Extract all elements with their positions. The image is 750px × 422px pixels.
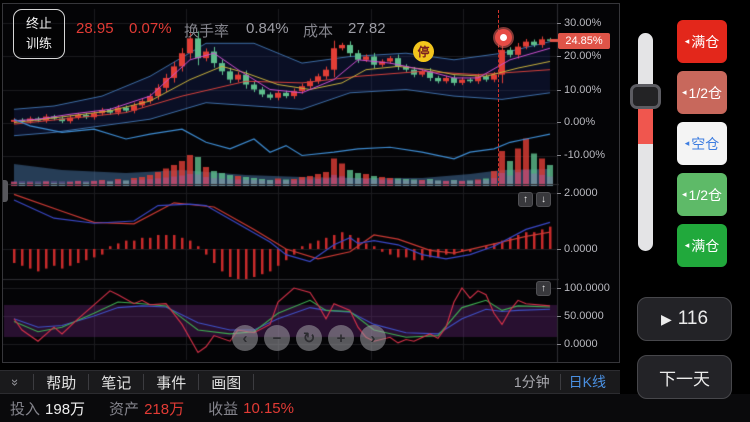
toolbar-divider bbox=[88, 374, 90, 390]
toolbar-divider bbox=[253, 374, 255, 390]
invest-value: 198万 bbox=[45, 400, 86, 418]
panel-resize-handle[interactable] bbox=[3, 180, 8, 202]
axis-label-kdj-50: 50.0000 bbox=[557, 309, 619, 323]
interval-selector[interactable]: 1分钟 bbox=[513, 374, 550, 390]
turnover-label: 换手率 bbox=[184, 23, 230, 40]
chevron-right-icon: › bbox=[370, 329, 376, 347]
axis-label-kdj-0: 0.0000 bbox=[557, 337, 619, 351]
macd-panel-down-button[interactable]: ↓ bbox=[536, 192, 551, 207]
kline-canvas[interactable] bbox=[3, 4, 559, 362]
account-status-bar: 投入 198万 资产 218万 收益 10.15% bbox=[0, 394, 750, 422]
left-triangle-icon: ◂ bbox=[682, 189, 687, 199]
left-triangle-icon: ◂ bbox=[682, 87, 687, 97]
stop-training-button[interactable]: 终止 训练 bbox=[13, 9, 65, 59]
axis-label-macd-0: 0.0000 bbox=[557, 242, 619, 256]
full-position-sell-button[interactable]: ◂ 满仓 bbox=[677, 224, 727, 267]
up-arrow-icon: ↑ bbox=[523, 194, 528, 205]
stop-training-line1: 终止 bbox=[25, 15, 52, 31]
event-day-line bbox=[498, 10, 499, 186]
reset-view-button[interactable]: ↻ bbox=[296, 325, 322, 351]
position-slider-thumb[interactable] bbox=[630, 84, 661, 109]
axis-label-macd-2: 2.0000 bbox=[557, 186, 619, 200]
menu-help[interactable]: 帮助 bbox=[46, 374, 77, 392]
pan-left-button[interactable]: ‹ bbox=[232, 325, 258, 351]
axis-label-main-0: 0.00% bbox=[557, 115, 619, 129]
menu-events[interactable]: 事件 bbox=[156, 374, 187, 392]
play-count: 116 bbox=[677, 308, 709, 329]
down-arrow-icon: ↓ bbox=[541, 194, 546, 205]
next-day-button[interactable]: 下一天 bbox=[637, 355, 732, 399]
double-chevron-down-icon: » bbox=[8, 378, 24, 386]
half-position-buy-button[interactable]: ◂ 1/2仓 bbox=[677, 71, 727, 114]
left-triangle-icon: ◂ bbox=[684, 240, 690, 250]
menu-draw[interactable]: 画图 bbox=[211, 374, 242, 392]
play-button[interactable]: ▶ 116 bbox=[637, 297, 732, 341]
chevron-left-icon: ‹ bbox=[242, 329, 248, 347]
collapse-toolbar-button[interactable]: » bbox=[8, 375, 23, 390]
turnover-value: 0.84% bbox=[246, 20, 289, 37]
position-slider-fill bbox=[638, 106, 653, 144]
empty-position-button[interactable]: ◂ 空仓 bbox=[677, 122, 727, 165]
plus-icon: + bbox=[336, 329, 346, 347]
up-arrow-icon: ↑ bbox=[541, 283, 546, 294]
profit-value: 10.15% bbox=[243, 399, 294, 417]
toolbar-divider bbox=[143, 374, 145, 390]
axis-label-main-30: 30.00% bbox=[557, 16, 619, 30]
toolbar-divider bbox=[559, 374, 561, 390]
minus-icon: − bbox=[272, 329, 282, 347]
chart-type-selector[interactable]: 日K线 bbox=[568, 374, 606, 390]
stop-training-line2: 训练 bbox=[25, 36, 52, 51]
asset-label: 资产 bbox=[109, 400, 140, 418]
asset-value: 218万 bbox=[144, 400, 185, 418]
current-price-tag: 24.85% bbox=[558, 33, 610, 49]
pan-right-button[interactable]: › bbox=[360, 325, 386, 351]
cost-value: 27.82 bbox=[348, 20, 386, 37]
zoom-in-button[interactable]: + bbox=[328, 325, 354, 351]
macd-panel-up-button[interactable]: ↑ bbox=[518, 192, 533, 207]
toolbar-divider bbox=[33, 374, 35, 390]
play-icon: ▶ bbox=[660, 310, 672, 327]
toolbar-divider bbox=[198, 374, 200, 390]
marker-dot-icon bbox=[500, 34, 507, 41]
axis-label-main-20: 20.00% bbox=[557, 49, 619, 63]
invest-label: 投入 bbox=[10, 400, 41, 418]
cost-label: 成本 bbox=[303, 23, 334, 40]
left-triangle-icon: ◂ bbox=[684, 138, 690, 148]
change-percent: 0.07% bbox=[129, 20, 172, 37]
suspension-badge: 停 bbox=[413, 41, 434, 62]
current-day-marker bbox=[495, 29, 512, 46]
full-position-buy-button[interactable]: ◂ 满仓 bbox=[677, 20, 727, 63]
axis-label-kdj-100: 100.0000 bbox=[557, 281, 619, 295]
half-position-sell-button[interactable]: ◂ 1/2仓 bbox=[677, 173, 727, 216]
axis-label-main-neg10: -10.00% bbox=[557, 148, 619, 162]
position-slider-track[interactable] bbox=[638, 33, 653, 251]
left-triangle-icon: ◂ bbox=[684, 36, 690, 46]
last-price: 28.95 bbox=[76, 20, 114, 37]
refresh-icon: ↻ bbox=[302, 330, 316, 347]
chart-region: 停 终止 训练 28.95 0.07% 换手率 0.84% 成本 27.82 3… bbox=[2, 3, 620, 363]
menu-notes[interactable]: 笔记 bbox=[101, 374, 132, 392]
bottom-toolbar: » 帮助 笔记 事件 画图 1分钟 日K线 bbox=[0, 370, 620, 394]
axis-label-main-10: 10.00% bbox=[557, 83, 619, 97]
zoom-out-button[interactable]: − bbox=[264, 325, 290, 351]
kdj-panel-up-button[interactable]: ↑ bbox=[536, 281, 551, 296]
profit-label: 收益 bbox=[208, 400, 239, 418]
